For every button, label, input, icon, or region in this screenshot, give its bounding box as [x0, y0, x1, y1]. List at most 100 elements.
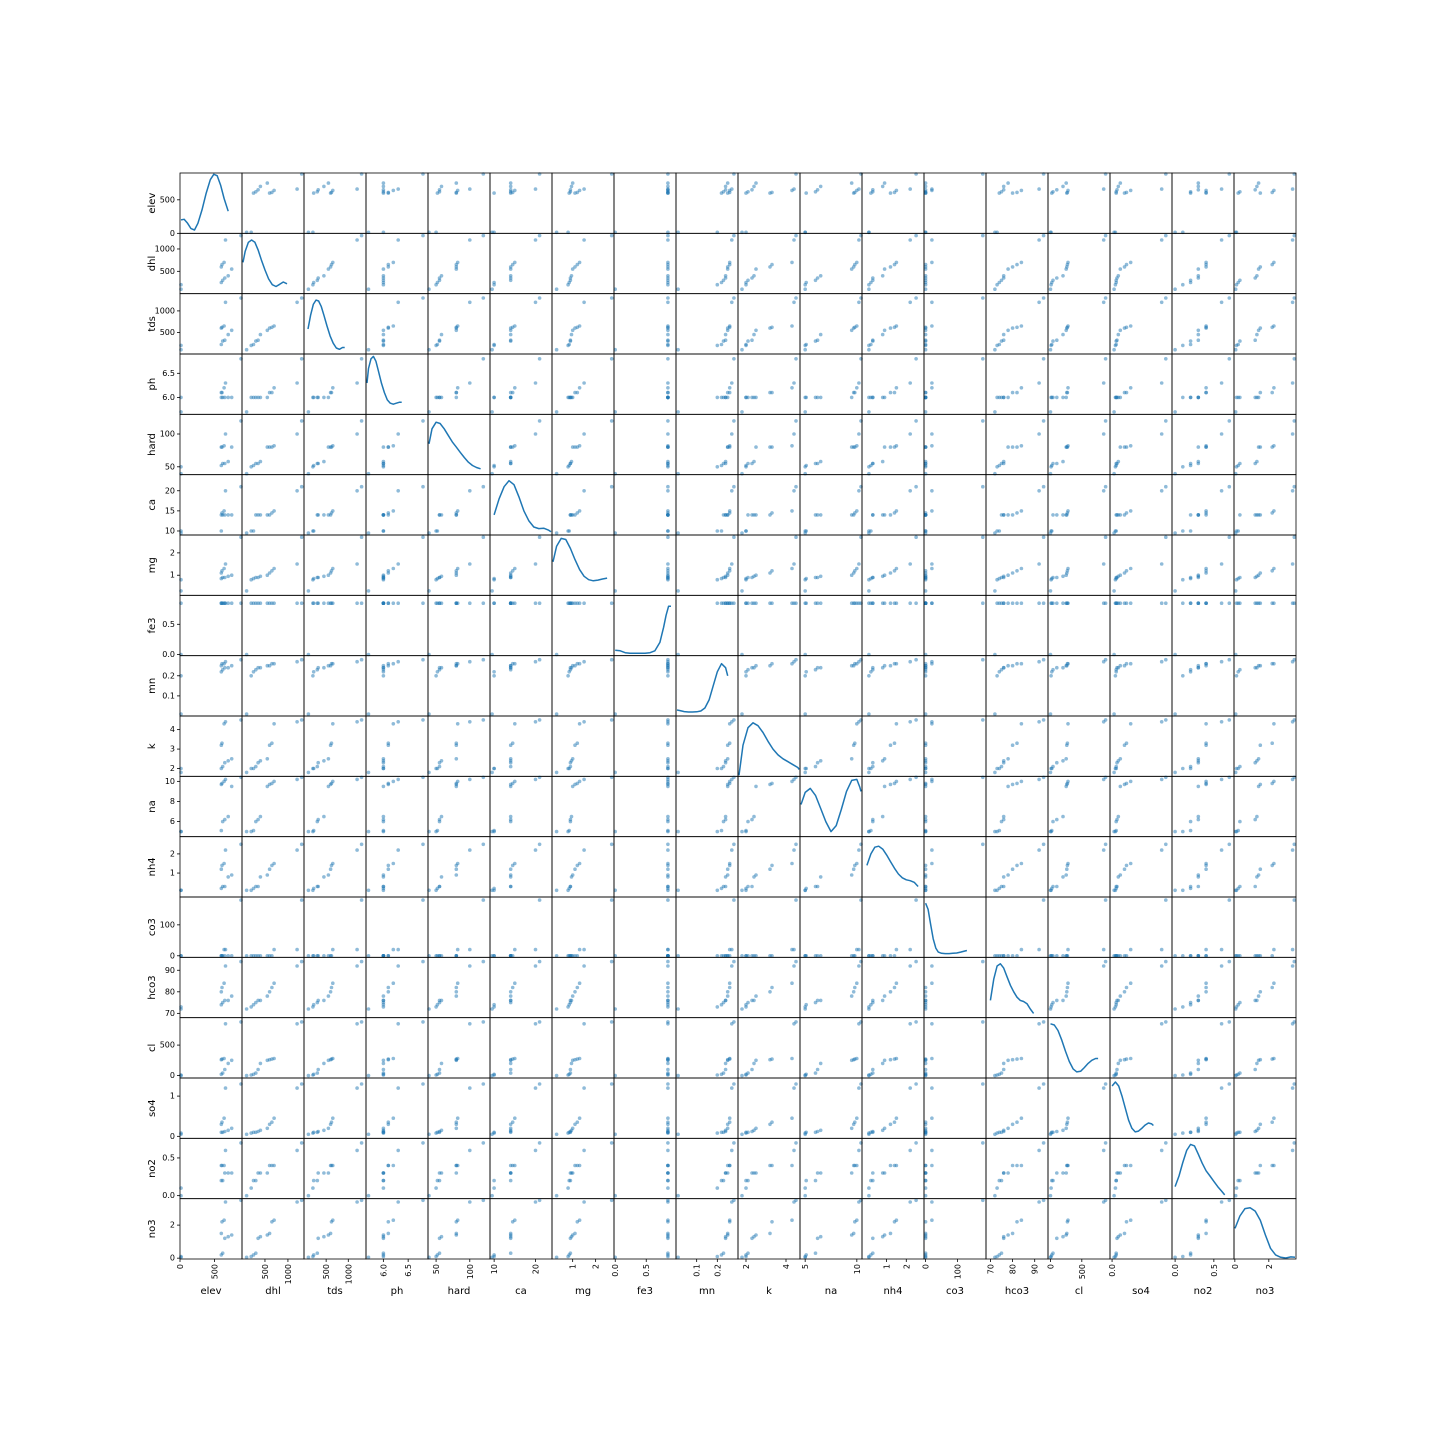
y-axis-label-no2: no2 [147, 1159, 158, 1178]
scatter-point [981, 959, 985, 964]
scatter-point [1204, 1120, 1208, 1124]
scatter-point [727, 861, 732, 866]
scatter-point [439, 184, 444, 189]
scatter-point [1227, 1198, 1232, 1203]
scatter-point [575, 262, 580, 267]
kde-line-hco3 [989, 963, 1035, 1014]
scatter-point [1055, 665, 1059, 670]
scatter-point [871, 338, 875, 343]
scatter-point [492, 670, 496, 674]
scatter-point [244, 347, 249, 352]
scatter-point [794, 1198, 798, 1203]
scatter-point [455, 661, 460, 666]
scatter-point [508, 1231, 513, 1236]
scatter-point [746, 601, 750, 605]
scatter-point [790, 324, 794, 328]
scatter-point [813, 278, 818, 283]
scatter-point [923, 1061, 928, 1066]
scatter-point [1015, 325, 1019, 330]
scatter-point [792, 187, 796, 191]
scatter-point [867, 1193, 871, 1198]
scatter-point [813, 1178, 818, 1183]
scatter-point [1181, 829, 1185, 834]
scatter-point [981, 657, 985, 662]
scatter-point [727, 954, 732, 958]
scatter-point [1101, 562, 1106, 566]
scatter-point [1196, 338, 1201, 343]
scatter-point [570, 757, 575, 761]
scatter-point [1010, 867, 1015, 871]
scatter-point [1219, 300, 1224, 305]
scatter-point [381, 529, 386, 533]
scatter-point [1118, 1171, 1123, 1175]
scatter-point [322, 1234, 326, 1239]
scatter-point [1048, 1193, 1053, 1198]
scatter-point [908, 659, 912, 664]
x-tick-label: 50 [432, 1264, 441, 1274]
scatter-point [577, 947, 582, 952]
scatter-point [744, 342, 748, 347]
scatter-point [223, 238, 228, 242]
x-tick-label: 5 [801, 1264, 810, 1269]
scatter-point [220, 1251, 225, 1255]
scatter-point [1290, 1148, 1295, 1153]
scatter-point [554, 712, 559, 716]
scatter-point [554, 531, 559, 535]
scatter-point [222, 509, 226, 513]
scatter-point [727, 324, 732, 328]
scatter-point [1114, 529, 1118, 533]
scatter-point [272, 1116, 276, 1120]
scatter-point [299, 535, 304, 539]
scatter-point [1066, 1163, 1070, 1168]
scatter-point [999, 1251, 1004, 1255]
scatter-point [396, 1086, 401, 1090]
scatter-point [582, 381, 586, 385]
scatter-point [554, 1255, 559, 1260]
scatter-point [455, 386, 460, 390]
scatter-point [1055, 395, 1059, 400]
scatter-point [754, 1126, 758, 1131]
scatter-point [715, 1131, 720, 1135]
scatter-point [790, 1163, 794, 1168]
scatter-point [1204, 861, 1208, 866]
scatter-point [359, 842, 364, 847]
scatter-point [1064, 395, 1068, 400]
scatter-point [725, 395, 730, 400]
scatter-point [577, 861, 582, 866]
scatter-point [1196, 274, 1201, 278]
scatter-point [331, 947, 335, 952]
scatter-point [439, 814, 444, 819]
scatter-point [818, 184, 823, 189]
scatter-point [455, 981, 460, 985]
scatter-point [1219, 777, 1224, 782]
scatter-point [1065, 390, 1070, 395]
scatter-point [568, 764, 573, 769]
scatter-point [554, 770, 559, 775]
scatter-point [1066, 509, 1070, 513]
scatter-point [1204, 1116, 1208, 1120]
scatter-point [666, 260, 670, 265]
scatter-point [609, 296, 614, 300]
scatter-point [754, 1171, 758, 1175]
scatter-point [1188, 513, 1193, 517]
scatter-point [894, 509, 899, 513]
scatter-point [226, 814, 230, 819]
x-tick-label: 6.0 [379, 1264, 388, 1277]
scatter-point [1236, 529, 1240, 533]
scatter-point [723, 1067, 728, 1072]
y-axis-label-cl: cl [147, 1044, 158, 1052]
scatter-point [1015, 1057, 1019, 1061]
scatter-point [492, 395, 496, 400]
scatter-point [1019, 260, 1024, 265]
scatter-point [750, 1067, 754, 1072]
scatter-point [1015, 445, 1019, 449]
scatter-point [490, 347, 494, 352]
scatter-point [732, 1141, 736, 1145]
x-axis-label-na: na [825, 1286, 837, 1297]
scatter-point [730, 947, 734, 952]
scatter-point [609, 898, 614, 902]
x-axis-label-ca: ca [515, 1286, 527, 1297]
scatter-point [267, 867, 272, 871]
scatter-point [256, 188, 260, 192]
scatter-point [908, 238, 912, 242]
